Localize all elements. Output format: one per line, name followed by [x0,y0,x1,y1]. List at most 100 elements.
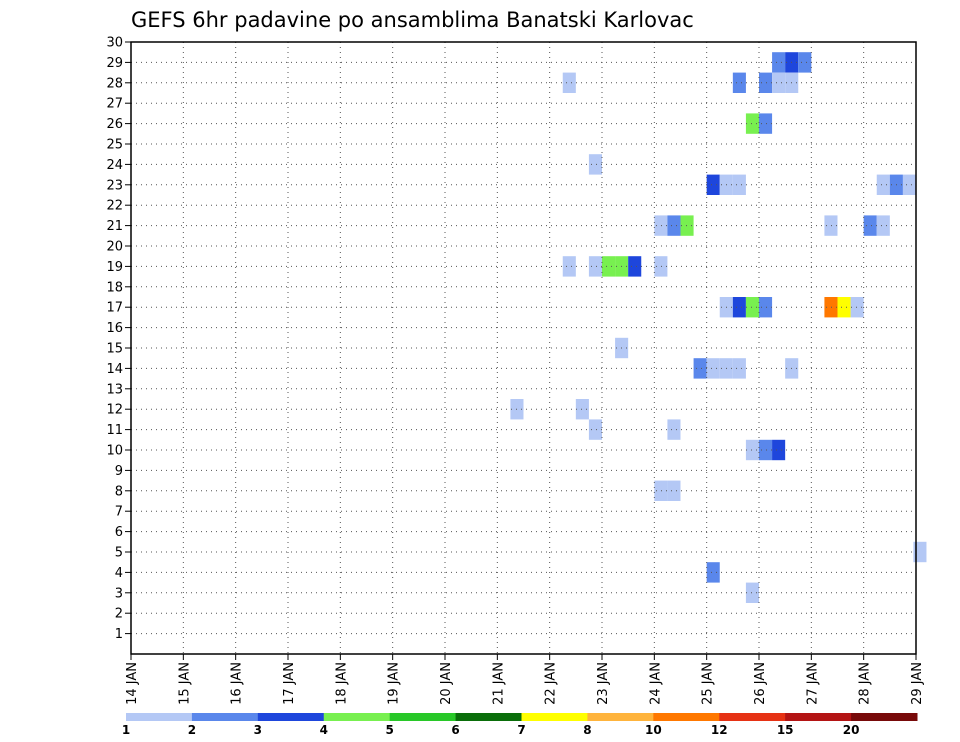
heat-cell [706,174,720,195]
heat-cell [562,256,576,277]
y-axis: 1234567891011121314151617181920212223242… [106,36,131,642]
heat-cell [654,256,668,277]
heat-cell [824,297,838,318]
heat-cell [732,174,746,195]
colorbar-swatch [653,713,720,721]
y-tick-label: 4 [115,566,123,581]
heat-cell [628,256,642,277]
heat-cell [588,419,602,440]
heat-cell [706,358,720,379]
y-tick-label: 25 [106,138,123,153]
x-tick-label: 17 JAN [282,662,297,705]
colorbar-label: 15 [777,723,794,737]
heat-cell [732,297,746,318]
heat-cell [902,174,916,195]
x-axis: 14 JAN 15 JAN 16 JAN 17 JAN 18 JAN 19 JAN 20 J… [125,654,925,705]
x-tick-label: 26 JAN [753,662,768,705]
heat-cell [745,297,759,318]
y-tick-label: 8 [115,484,123,499]
heat-cell [602,256,616,277]
grid-layer [130,41,917,654]
colorbar-swatch [785,713,852,721]
y-tick-label: 20 [106,240,123,255]
colorbar-label: 12 [711,723,728,737]
heat-cell [654,480,668,501]
x-tick-label: 20 JAN [439,662,454,705]
heat-cell [654,215,668,236]
x-tick-label: 18 JAN [334,662,349,705]
colorbar-swatch [521,713,588,721]
colorbar-label: 2 [188,723,196,737]
x-tick-label: 24 JAN [648,662,663,705]
colorbar-swatch [257,713,325,721]
y-tick-label: 19 [106,260,123,275]
colorbar-swatch [191,713,259,721]
colorbar-label: 7 [517,723,525,737]
heat-cell [745,582,759,603]
heat-cell [732,72,746,93]
y-tick-label: 26 [106,117,123,132]
y-tick-label: 29 [106,56,123,71]
y-tick-label: 14 [106,362,123,377]
x-tick-label: 15 JAN [177,662,192,705]
heat-cell [667,480,681,501]
colorbar-swatch [587,713,654,721]
heat-cell [759,297,773,318]
chart-title: GEFS 6hr padavine po ansamblima Banatski… [131,8,694,32]
heat-cell [588,154,602,175]
heat-cell [837,297,851,318]
heat-cell [772,439,786,461]
colorbar-swatch [455,713,522,721]
x-tick-label: 19 JAN [387,662,402,705]
y-tick-label: 15 [106,342,123,357]
heat-cell [693,358,707,379]
x-tick-label: 25 JAN [701,662,716,705]
x-tick-label: 27 JAN [805,662,820,705]
y-tick-label: 28 [106,76,123,91]
x-tick-label: 14 JAN [125,662,140,705]
heat-cell [772,72,786,93]
y-tick-label: 27 [106,97,123,112]
heat-cell [706,562,720,583]
y-tick-label: 10 [106,444,123,459]
y-tick-label: 2 [115,607,123,622]
y-tick-label: 16 [106,321,123,336]
x-tick-label: 16 JAN [230,662,245,705]
heat-cell [745,439,759,461]
y-tick-label: 5 [115,546,123,561]
y-tick-label: 21 [106,219,123,234]
heat-cell [667,419,681,440]
heat-cell [680,215,694,236]
y-tick-label: 18 [106,280,123,295]
y-tick-label: 12 [106,403,123,418]
heat-cell [824,215,838,236]
x-tick-label: 23 JAN [596,662,611,705]
heat-cell [759,113,773,134]
y-tick-label: 24 [106,158,123,173]
colorbar-swatch [389,713,457,721]
heat-cell [876,215,890,236]
heat-cell [588,256,602,277]
heat-cell [745,113,759,134]
colorbar-label: 8 [583,723,591,737]
x-tick-label: 29 JAN [910,662,925,705]
heat-cell [772,52,786,73]
colorbar-swatch [719,713,786,721]
colorbar-label: 4 [320,723,328,737]
colorbar: 1 2 3 4 5 6 7 8 10 12 15 20 [122,713,918,737]
y-tick-label: 3 [115,586,123,601]
heat-cell [798,52,812,73]
plot-frame [130,41,917,655]
colorbar-label: 1 [122,723,130,737]
heat-cell [876,174,890,195]
colorbar-label: 3 [254,723,262,737]
heat-cell [759,439,773,461]
y-tick-label: 6 [115,525,123,540]
heat-cell [575,399,589,420]
y-tick-label: 17 [106,301,123,316]
y-tick-label: 22 [106,199,123,214]
y-tick-label: 9 [115,464,123,479]
x-tick-label: 22 JAN [544,662,559,705]
heat-cell [732,358,746,379]
